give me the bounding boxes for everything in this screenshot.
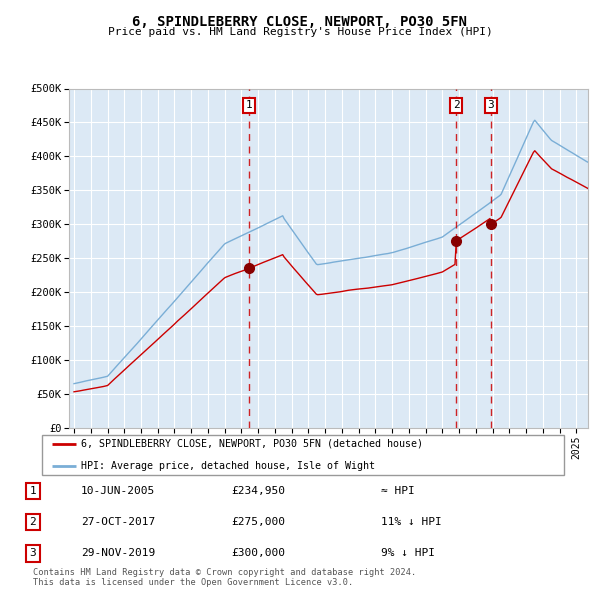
Text: 27-OCT-2017: 27-OCT-2017 (81, 517, 155, 527)
Text: 10-JUN-2005: 10-JUN-2005 (81, 486, 155, 496)
Text: £300,000: £300,000 (231, 549, 285, 558)
Text: 2: 2 (452, 100, 460, 110)
Text: 11% ↓ HPI: 11% ↓ HPI (381, 517, 442, 527)
Text: 9% ↓ HPI: 9% ↓ HPI (381, 549, 435, 558)
Text: £275,000: £275,000 (231, 517, 285, 527)
Text: HPI: Average price, detached house, Isle of Wight: HPI: Average price, detached house, Isle… (81, 461, 375, 471)
Text: 1: 1 (29, 486, 37, 496)
Text: Price paid vs. HM Land Registry's House Price Index (HPI): Price paid vs. HM Land Registry's House … (107, 27, 493, 37)
Text: 1: 1 (245, 100, 252, 110)
Text: £234,950: £234,950 (231, 486, 285, 496)
Text: 29-NOV-2019: 29-NOV-2019 (81, 549, 155, 558)
Text: 6, SPINDLEBERRY CLOSE, NEWPORT, PO30 5FN: 6, SPINDLEBERRY CLOSE, NEWPORT, PO30 5FN (133, 15, 467, 29)
Text: 3: 3 (29, 549, 37, 558)
Text: 2: 2 (29, 517, 37, 527)
Text: 3: 3 (488, 100, 494, 110)
Text: Contains HM Land Registry data © Crown copyright and database right 2024.
This d: Contains HM Land Registry data © Crown c… (33, 568, 416, 587)
Text: ≈ HPI: ≈ HPI (381, 486, 415, 496)
Text: 6, SPINDLEBERRY CLOSE, NEWPORT, PO30 5FN (detached house): 6, SPINDLEBERRY CLOSE, NEWPORT, PO30 5FN… (81, 438, 423, 448)
